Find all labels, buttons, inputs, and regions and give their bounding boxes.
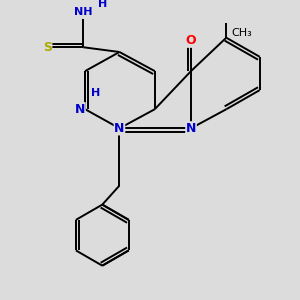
Text: N: N bbox=[186, 122, 196, 135]
Text: H: H bbox=[91, 88, 100, 98]
Text: NH: NH bbox=[74, 7, 92, 17]
Text: H: H bbox=[98, 0, 108, 9]
Text: O: O bbox=[186, 34, 196, 47]
Text: S: S bbox=[43, 41, 52, 54]
Text: N: N bbox=[114, 122, 125, 135]
Text: CH₃: CH₃ bbox=[231, 28, 252, 38]
Text: N: N bbox=[75, 103, 85, 116]
